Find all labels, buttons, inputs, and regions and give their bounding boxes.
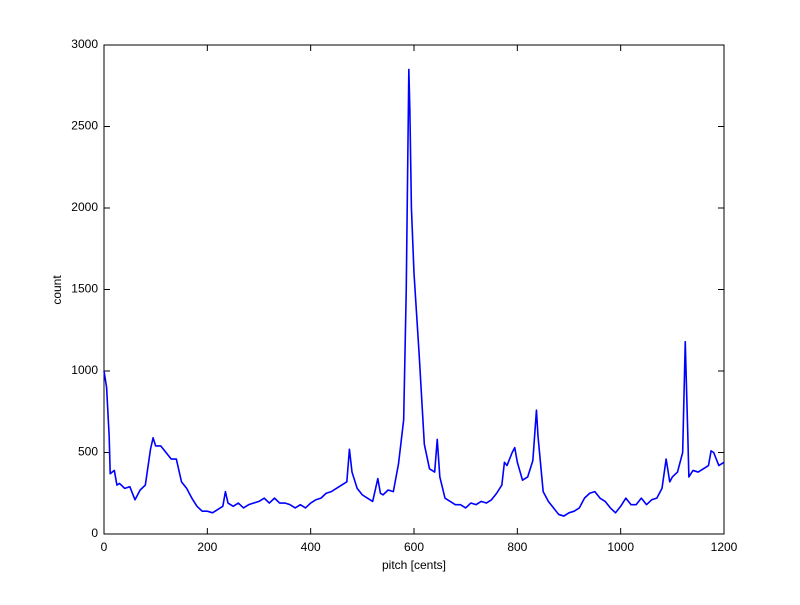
y-tick-label: 500 [78,445,98,459]
x-tick-label: 800 [507,540,527,554]
y-tick-label: 1500 [71,282,98,296]
y-tick-label: 2000 [71,200,98,214]
x-axis-label: pitch [cents] [382,558,446,572]
x-tick-label: 1000 [607,540,634,554]
x-tick-label: 1200 [711,540,738,554]
x-tick-label: 0 [101,540,108,554]
y-tick-label: 1000 [71,363,98,377]
x-tick-label: 600 [404,540,424,554]
y-tick-label: 3000 [71,37,98,51]
plot-frame [103,44,725,535]
y-tick-label: 2500 [71,119,98,133]
x-tick-label: 200 [197,540,217,554]
y-axis-label: count [50,275,64,305]
x-tick-label: 400 [301,540,321,554]
data-line [103,68,725,517]
y-tick-label: 0 [91,526,98,540]
